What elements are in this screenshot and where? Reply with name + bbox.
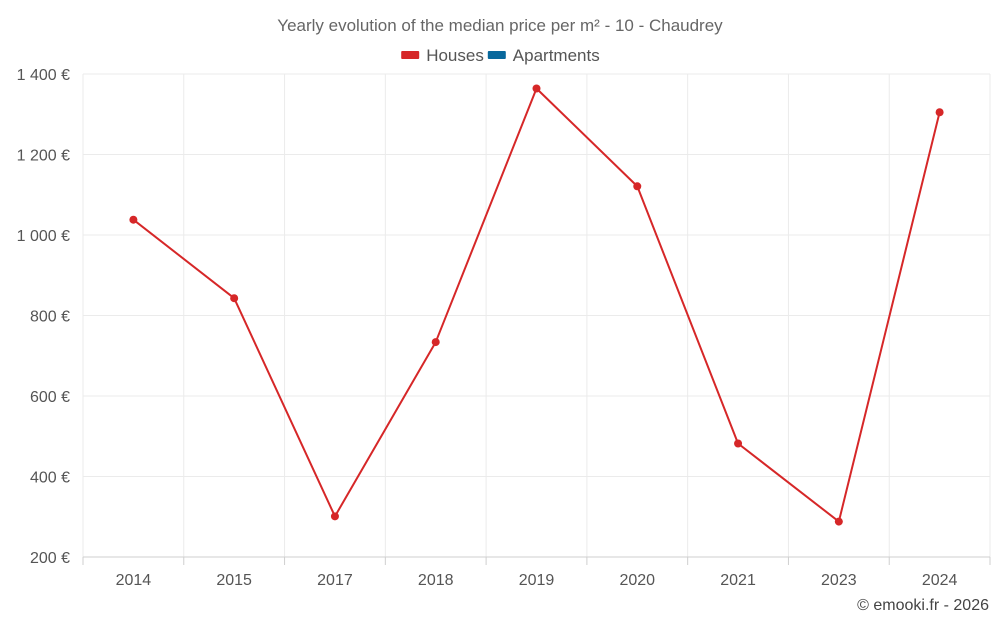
grid-layer	[82, 73, 991, 557]
y-tick-label: 200 €	[30, 550, 70, 567]
x-tick-label: 2017	[317, 572, 353, 589]
legend-swatch	[487, 51, 506, 59]
series-line-houses	[132, 87, 941, 523]
data-point[interactable]	[834, 517, 843, 526]
chart-title: Yearly evolution of the median price per…	[277, 16, 723, 35]
legend: Houses Apartments	[401, 46, 600, 65]
x-tick-label: 2015	[216, 572, 252, 589]
x-tick-label: 2018	[418, 572, 454, 589]
legend-label: Apartments	[513, 46, 600, 65]
legend-label: Houses	[426, 46, 484, 65]
x-tick-label: 2019	[519, 572, 555, 589]
y-tick-label: 600 €	[30, 389, 70, 406]
y-tick-label: 800 €	[30, 309, 70, 326]
label-layer: Yearly evolution of the median price per…	[277, 16, 989, 614]
x-tick-label: 2024	[922, 572, 958, 589]
legend-item-houses[interactable]: Houses	[401, 46, 484, 65]
x-tick-label: 2020	[619, 572, 655, 589]
y-tick-label: 1 200 €	[17, 148, 70, 165]
data-point[interactable]	[230, 294, 239, 303]
data-point[interactable]	[532, 84, 541, 93]
legend-swatch	[401, 51, 420, 59]
data-point[interactable]	[734, 439, 743, 448]
y-tick-label: 400 €	[30, 470, 70, 487]
axis-layer: 200 € 400 € 600 € 800 € 1 000 € 1 200 € 1 400 …	[17, 67, 991, 589]
data-point[interactable]	[129, 215, 138, 224]
y-tick-label: 1 400 €	[17, 67, 70, 84]
credit-text: © emooki.fr - 2026	[857, 597, 989, 614]
series-layer	[129, 84, 944, 526]
data-point[interactable]	[431, 338, 440, 347]
x-tick-label: 2014	[116, 572, 152, 589]
data-point[interactable]	[330, 512, 339, 521]
legend-item-apartments[interactable]: Apartments	[487, 46, 600, 65]
x-tick-label: 2023	[821, 572, 857, 589]
data-point[interactable]	[633, 182, 642, 191]
data-point[interactable]	[935, 108, 944, 117]
y-tick-label: 1 000 €	[17, 228, 70, 245]
x-tick-label: 2021	[720, 572, 756, 589]
